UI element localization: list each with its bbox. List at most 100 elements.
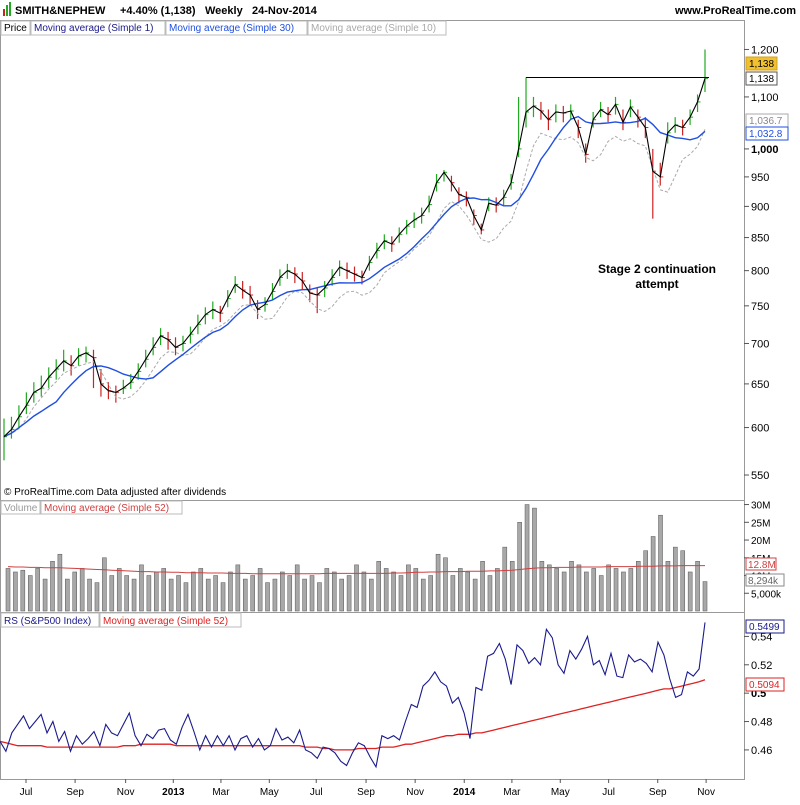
volume-bar xyxy=(606,564,611,612)
volume-bar xyxy=(57,553,63,612)
volume-last-value: 8,294k xyxy=(748,576,779,587)
volume-bar xyxy=(643,550,648,612)
legend-ma30[interactable]: Moving average (Simple 30) xyxy=(169,23,294,34)
price-legend: Price Moving average (Simple 1) Moving a… xyxy=(0,20,447,36)
legend-price[interactable]: Price xyxy=(4,23,27,34)
volume-bar xyxy=(458,568,463,612)
header-bar xyxy=(0,0,800,20)
volume-bar xyxy=(13,571,18,612)
x-tick-label: Sep xyxy=(66,787,84,798)
x-tick-label: Jul xyxy=(602,787,615,798)
volume-bar xyxy=(532,507,537,612)
x-tick-label: 2013 xyxy=(162,787,185,798)
ma10-value: 1,036.7 xyxy=(749,116,783,127)
volume-bar xyxy=(235,564,241,612)
volume-bar xyxy=(435,553,441,612)
price-last-tag: 1,138 xyxy=(745,56,778,71)
volume-bar xyxy=(509,561,515,612)
volume-bar xyxy=(591,568,597,612)
rs-legend: RS (S&P500 Index) Moving average (Simple… xyxy=(0,612,242,628)
volume-bar xyxy=(154,571,159,612)
volume-bar xyxy=(116,568,122,612)
volume-tick-label: 5,000k xyxy=(751,589,782,600)
price-last-value: 1,138 xyxy=(749,59,774,70)
volume-bar xyxy=(102,557,107,612)
x-tick-label: Nov xyxy=(117,787,135,798)
volume-ma-value: 12.8M xyxy=(748,560,776,571)
volume-bar xyxy=(547,564,552,612)
volume-bar xyxy=(680,550,686,612)
ma10-tag: 1,036.7 xyxy=(745,113,789,128)
volume-bar xyxy=(428,575,433,612)
volume-bar xyxy=(243,578,248,612)
legend-volume[interactable]: Volume xyxy=(4,503,38,514)
volume-bar xyxy=(443,557,448,612)
x-tick-label: Sep xyxy=(649,787,667,798)
volume-last-tag: 8,294k xyxy=(745,573,785,587)
volume-bar xyxy=(420,578,426,612)
volume-bar xyxy=(124,575,129,612)
volume-bars-layer xyxy=(5,504,708,612)
volume-bar xyxy=(576,564,582,612)
volume-bar xyxy=(480,561,485,612)
volume-bar xyxy=(621,571,626,612)
volume-bar xyxy=(265,582,270,612)
price-tick-label: 1,100 xyxy=(751,92,779,104)
rs-tick-label: 0.46 xyxy=(751,745,772,757)
chart-period: Weekly xyxy=(205,5,244,17)
volume-bar xyxy=(376,561,382,612)
price-tick-label: 650 xyxy=(751,379,769,391)
volume-tick-label: 20M xyxy=(751,536,770,547)
volume-bar xyxy=(228,571,233,612)
volume-bar xyxy=(658,514,663,612)
volume-bar xyxy=(131,578,137,612)
volume-bar xyxy=(50,561,55,612)
volume-bar xyxy=(361,571,367,612)
volume-bar xyxy=(665,561,671,612)
site-link[interactable]: www.ProRealTime.com xyxy=(674,5,796,17)
chart-date: 24-Nov-2014 xyxy=(252,5,318,17)
volume-bar xyxy=(383,568,389,612)
volume-bar xyxy=(257,568,263,612)
x-tick-label: 2014 xyxy=(453,787,476,798)
volume-bar xyxy=(191,571,196,612)
legend-ma1[interactable]: Moving average (Simple 1) xyxy=(34,23,154,34)
rs-ma-tag: 0.5094 xyxy=(745,677,785,692)
legend-rs-ma[interactable]: Moving average (Simple 52) xyxy=(103,616,228,627)
volume-bar xyxy=(450,575,456,612)
volume-bar xyxy=(161,568,166,612)
price-tick-label: 600 xyxy=(751,423,769,435)
volume-tick-label: 25M xyxy=(751,518,770,529)
volume-bar xyxy=(495,568,500,612)
volume-ma-line xyxy=(7,565,705,575)
legend-ma10[interactable]: Moving average (Simple 10) xyxy=(311,23,436,34)
volume-bar xyxy=(324,568,330,612)
volume-bar xyxy=(539,561,545,612)
volume-bar xyxy=(72,571,78,612)
ma30-value: 1,032.8 xyxy=(749,129,783,140)
volume-ma-tag: 12.8M xyxy=(745,557,777,571)
volume-bar xyxy=(94,582,100,612)
volume-bar xyxy=(650,536,656,612)
rs-panel xyxy=(0,612,745,780)
axis-layer: 550 600 650 700 750 800 850 900 950 1,000 1,100 1,2… xyxy=(20,44,782,798)
symbol-name: SMITH&NEPHEW xyxy=(15,5,106,17)
app-logo-icon xyxy=(3,2,11,16)
volume-bar xyxy=(302,578,307,612)
volume-bar xyxy=(554,568,559,612)
rs-tick-label: 0.54 xyxy=(751,631,772,643)
volume-bar xyxy=(517,522,522,612)
volume-bar xyxy=(20,569,26,612)
volume-bar xyxy=(287,575,293,612)
annotation-line-1: Stage 2 continuation xyxy=(598,262,716,276)
volume-bar xyxy=(406,564,411,612)
volume-bar xyxy=(250,575,255,612)
legend-volume-ma[interactable]: Moving average (Simple 52) xyxy=(44,503,169,514)
volume-bar xyxy=(369,578,374,612)
volume-bar xyxy=(87,578,92,612)
legend-rs[interactable]: RS (S&P500 Index) xyxy=(4,616,91,627)
rs-lines-layer xyxy=(0,622,706,769)
volume-bar xyxy=(487,575,493,612)
ma30-tag: 1,032.8 xyxy=(745,126,789,141)
volume-legend: Volume Moving average (Simple 52) xyxy=(0,500,183,515)
